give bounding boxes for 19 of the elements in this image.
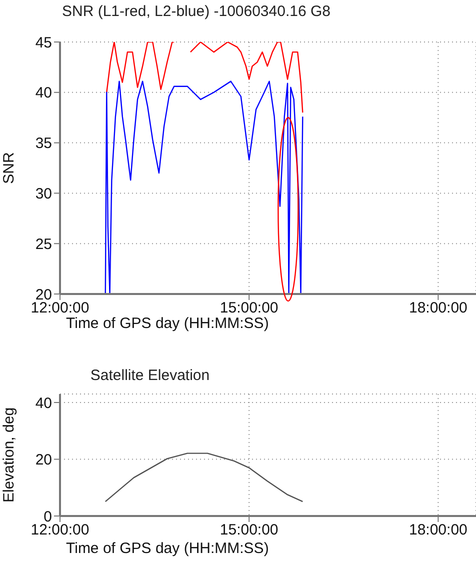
y-axis-title: Elevation, deg [0, 407, 18, 503]
x-tick-label: 18:00:00 [408, 522, 468, 539]
y-tick-label: 45 [35, 34, 52, 52]
line-series [104, 80, 304, 294]
chart-title: Satellite Elevation [89, 367, 211, 384]
y-tick-label: 40 [35, 394, 52, 412]
x-tick-label: 18:00:00 [408, 300, 468, 317]
x-tick-label: 15:00:00 [220, 522, 278, 539]
x-tick-label: 15:00:00 [220, 300, 278, 317]
y-axis-title: SNR [0, 152, 18, 184]
chart-title: SNR (L1-red, L2-blue) -10060340.16 G8 [62, 3, 330, 20]
y-tick-label: 40 [35, 84, 52, 102]
y-tick-label: 25 [35, 236, 52, 253]
x-axis-title: Time of GPS day (HH:MM:SS) [66, 540, 269, 558]
y-tick-label: 20 [35, 452, 52, 469]
y-tick-label: 30 [35, 186, 52, 203]
x-axis-title: Time of GPS day (HH:MM:SS) [66, 315, 269, 333]
line-series [104, 452, 304, 502]
y-tick-label: 35 [35, 135, 52, 152]
